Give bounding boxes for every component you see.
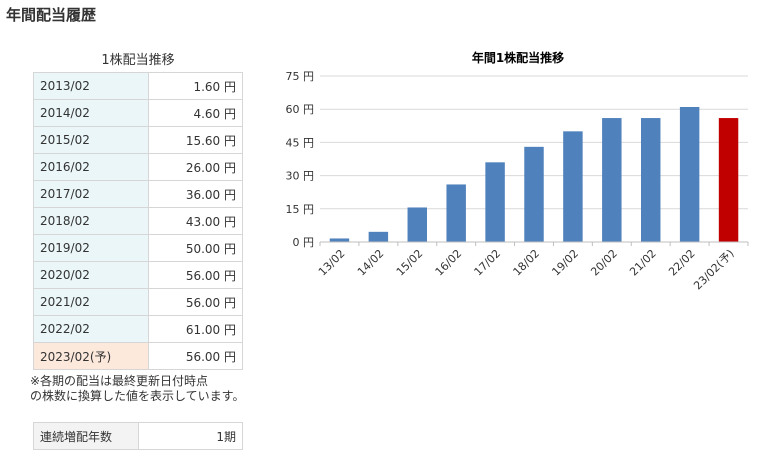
row-year: 2021/02 — [33, 288, 149, 316]
row-value: 61.00 円 — [148, 315, 243, 343]
table-row: 2017/02 36.00 円 — [33, 180, 243, 208]
table-row: 2018/02 43.00 円 — [33, 207, 243, 235]
streak-table: 連続増配年数 1期 — [33, 422, 243, 450]
y-tick-label: 60 円 — [286, 103, 315, 116]
bar — [446, 184, 466, 242]
streak-value: 1期 — [138, 422, 243, 450]
y-tick-label: 30 円 — [286, 170, 315, 183]
table-row: 2023/02(予) 56.00 円 — [33, 342, 243, 370]
table-row: 2020/02 56.00 円 — [33, 261, 243, 289]
row-year: 2014/02 — [33, 99, 149, 127]
y-tick-label: 75 円 — [286, 70, 315, 83]
x-tick-label: 19/02 — [549, 247, 581, 279]
note-text: ※各期の配当は最終更新日付時点 の株数に換算した値を表示しています。 — [30, 374, 250, 404]
x-tick-label: 23/02(予) — [691, 247, 736, 292]
row-year: 2017/02 — [33, 180, 149, 208]
bar — [679, 106, 700, 242]
note-line-2: の株数に換算した値を表示しています。 — [30, 389, 245, 403]
dividend-chart: 年間1株配当推移 0 円 15 円 30 円 45 円 60 円 75 円 13/02 14/… — [270, 42, 760, 312]
x-tick-label: 18/02 — [511, 247, 543, 279]
table-row: 2019/02 50.00 円 — [33, 234, 243, 262]
row-year: 2020/02 — [33, 261, 149, 289]
row-value: 26.00 円 — [148, 153, 243, 181]
x-tick-label: 14/02 — [355, 247, 387, 279]
row-value: 4.60 円 — [148, 99, 243, 127]
row-value: 1.60 円 — [148, 72, 243, 100]
row-year: 2022/02 — [33, 315, 149, 343]
row-value: 50.00 円 — [148, 234, 243, 262]
streak-label: 連続増配年数 — [33, 422, 139, 450]
x-tick-label: 22/02 — [666, 247, 698, 279]
row-value: 56.00 円 — [148, 342, 243, 370]
row-value: 56.00 円 — [148, 288, 243, 316]
bar — [718, 118, 739, 242]
table-row: 2016/02 26.00 円 — [33, 153, 243, 181]
x-tick-label: 21/02 — [627, 247, 659, 279]
y-tick-label: 0 円 — [293, 236, 315, 249]
note-line-1: ※各期の配当は最終更新日付時点 — [30, 374, 209, 388]
row-year: 2019/02 — [33, 234, 149, 262]
bar — [563, 131, 583, 242]
y-tick-label: 15 円 — [286, 203, 315, 216]
row-value: 43.00 円 — [148, 207, 243, 235]
bar — [524, 146, 544, 242]
bar — [485, 162, 505, 242]
row-year: 2013/02 — [33, 72, 149, 100]
x-tick-label: 15/02 — [394, 247, 426, 279]
row-year: 2018/02 — [33, 207, 149, 235]
x-tick-label: 13/02 — [316, 247, 348, 279]
dividend-table: 2013/02 1.60 円 2014/02 4.60 円 2015/02 15.60 円… — [33, 72, 243, 370]
bar — [329, 238, 350, 242]
bar — [368, 231, 389, 242]
table-row: 2021/02 56.00 円 — [33, 288, 243, 316]
row-value: 36.00 円 — [148, 180, 243, 208]
table-row: 2015/02 15.60 円 — [33, 126, 243, 154]
x-tick-label: 17/02 — [472, 247, 504, 279]
bar — [407, 207, 427, 242]
row-year: 2016/02 — [33, 153, 149, 181]
bar — [602, 118, 622, 242]
chart-title: 年間1株配当推移 — [472, 50, 564, 65]
x-tick-label: 16/02 — [433, 247, 465, 279]
table-row: 2013/02 1.60 円 — [33, 72, 243, 100]
y-tick-label: 45 円 — [286, 136, 315, 149]
table-row: 2022/02 61.00 円 — [33, 315, 243, 343]
row-year: 2015/02 — [33, 126, 149, 154]
streak-row: 連続増配年数 1期 — [33, 422, 243, 450]
page-title: 年間配当履歴 — [6, 6, 97, 24]
dividend-table-panel: 1株配当推移 2013/02 1.60 円 2014/02 4.60 円 2015/02… — [30, 50, 244, 450]
table-row: 2014/02 4.60 円 — [33, 99, 243, 127]
x-tick-label: 20/02 — [588, 247, 620, 279]
bar — [641, 118, 661, 242]
row-year: 2023/02(予) — [33, 342, 149, 370]
table-title: 1株配当推移 — [101, 53, 175, 68]
row-value: 56.00 円 — [148, 261, 243, 289]
chart-svg: 年間1株配当推移 0 円 15 円 30 円 45 円 60 円 75 円 13/02 14/… — [286, 50, 749, 292]
row-value: 15.60 円 — [148, 126, 243, 154]
